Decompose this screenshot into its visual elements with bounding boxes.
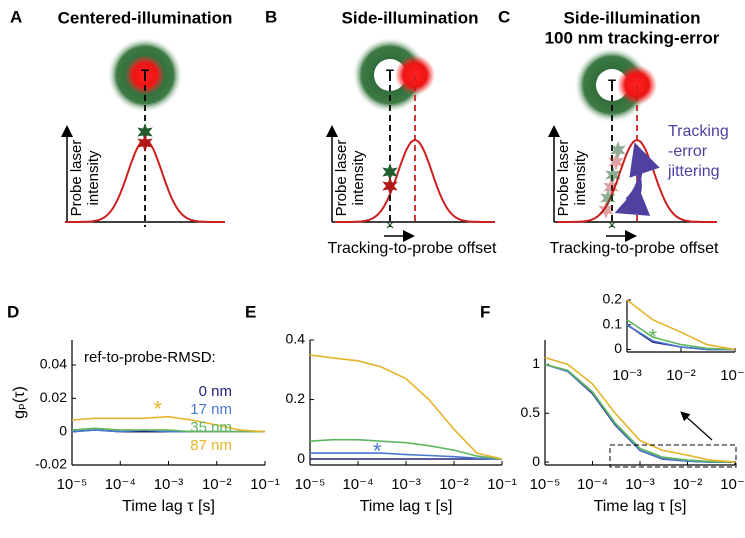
star [382,163,398,181]
x-tick-label: 10⁻¹ [487,476,517,493]
y-tick-label: 0.2 [603,291,623,307]
panel-letter: B [265,7,277,26]
x-tick-label: 10⁻³ [625,476,655,493]
diagram-title: Side-illumination [342,8,479,27]
tracker-label: T [141,66,149,81]
series-line [309,354,503,460]
y-label: intensity [350,150,367,206]
y-tick-label: 0 [297,450,305,466]
series-line [544,356,736,463]
x-tick-label: 10⁻¹ [250,476,280,493]
series-line [71,427,265,433]
x-tick-label: 10⁻³ [612,367,642,384]
series-line [310,452,503,460]
star [603,178,619,196]
panel-letter: C [498,7,510,26]
x-tick-label: 10⁻¹ [720,367,745,384]
zoom-box [609,444,737,468]
offset-cross: × [608,217,617,234]
y-tick-label: 0.5 [521,404,541,420]
offset-cross: × [386,217,395,234]
star [600,189,616,207]
zoom-arrow [680,411,713,441]
diagram-title: Centered-illumination [58,8,233,27]
y-tick-label: 0.1 [603,315,623,331]
star [610,141,626,159]
y-tick-label: 0.2 [286,390,306,406]
x-tick-label: 10⁻² [439,476,469,493]
annotation: * [648,324,657,349]
series-line [626,319,736,351]
jitter-label: jittering [667,163,720,180]
tracker-label: T [386,66,394,81]
x-label: Time lag τ [s] [122,498,215,515]
annotation: * [373,438,382,463]
star [137,123,153,141]
series-line [309,438,503,460]
star [382,177,398,195]
star [137,134,153,152]
x-tick-label: 10⁻² [666,367,696,384]
star [598,201,614,219]
legend-entry: 17 nm [190,401,232,418]
y-tick-label: 1 [532,355,540,371]
x-tick-label: 10⁻² [202,476,232,493]
x-label: Tracking-to-probe offset [550,240,720,257]
jitter-label: Tracking [668,123,729,140]
x-label: Tracking-to-probe offset [328,240,498,257]
x-tick-label: 10⁻¹ [720,476,745,493]
x-tick-label: 10⁻⁴ [342,476,373,493]
x-label: Time lag τ [s] [360,498,453,515]
x-tick-label: 10⁻² [673,476,703,493]
jitter-label: -error [668,143,708,160]
y-tick-label: 0.04 [40,356,67,372]
y-label: Probe laser [68,140,85,217]
legend-entry: 0 nm [199,383,232,400]
diagram-title: Side-illumination [564,8,701,27]
series-line [71,415,266,433]
y-tick-label: 0 [614,340,622,356]
panel-letter: A [10,7,22,26]
y-tick-label: -0.02 [35,456,67,472]
panel-letter: F [480,302,490,321]
legend-entry: 35 nm [190,419,232,436]
x-tick-label: 10⁻³ [154,476,184,493]
x-tick-label: 10⁻⁴ [577,476,608,493]
y-tick-label: 0 [59,422,67,438]
y-label: Probe laser [555,140,572,217]
x-label: Time lag τ [s] [594,498,687,515]
star [608,153,624,171]
legend-title: ref-to-probe-RMSD: [84,349,216,366]
series-line [626,299,736,351]
x-tick-label: 10⁻⁵ [530,476,561,493]
series-line [544,363,736,463]
x-tick-label: 10⁻⁴ [105,476,136,493]
y-tick-label: 0 [532,453,540,469]
diagram-title: 100 nm tracking-error [545,28,720,47]
y-label: Probe laser [333,140,350,217]
y-label: intensity [85,150,102,206]
y-label: gₚ(τ) [11,386,28,419]
panel-letter: E [245,302,256,321]
x-tick-label: 10⁻³ [391,476,421,493]
y-tick-label: 0.4 [286,331,306,347]
x-tick-label: 10⁻⁵ [57,476,88,493]
y-tick-label: 0.02 [40,389,67,405]
tracker-label: T [608,76,616,91]
star [605,166,621,184]
panel-letter: D [7,302,19,321]
jitter-arrow [614,169,651,216]
y-label: intensity [572,150,589,206]
x-tick-label: 10⁻⁵ [295,476,326,493]
annotation: * [154,396,163,421]
legend-entry: 87 nm [190,437,232,454]
